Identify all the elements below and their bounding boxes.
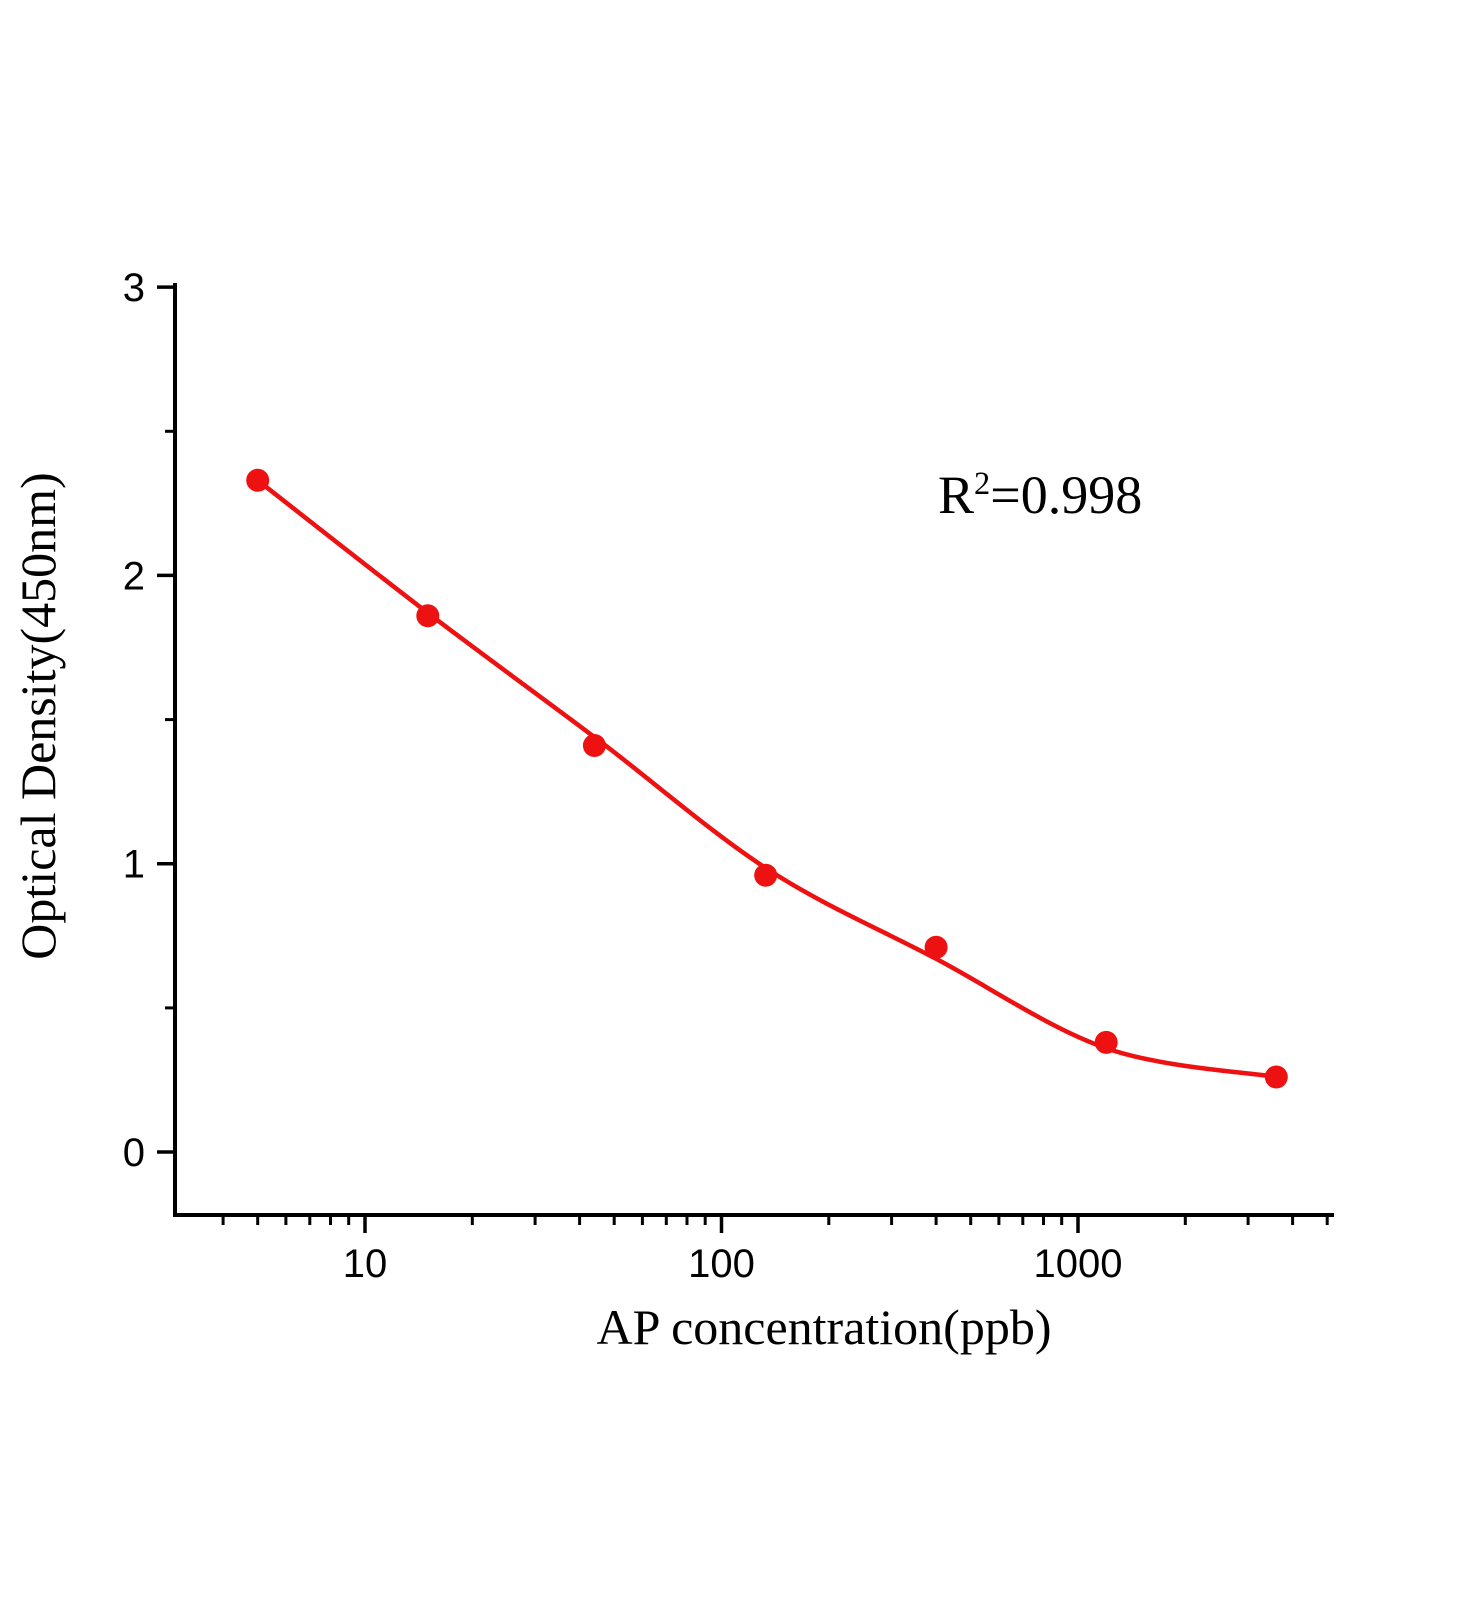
x-tick-label: 1000	[1034, 1242, 1123, 1286]
data-point	[924, 935, 948, 959]
y-tick-label: 0	[123, 1131, 145, 1175]
fit-curve	[255, 478, 1279, 1080]
data-point	[1264, 1065, 1288, 1089]
y-tick-label: 1	[123, 843, 145, 887]
x-tick-label: 100	[688, 1242, 755, 1286]
r-squared-rest: =0.998	[990, 465, 1143, 525]
data-point	[582, 734, 606, 757]
r-squared-annotation: R2=0.998	[938, 464, 1142, 526]
y-tick-label: 3	[123, 266, 145, 310]
axis-ticks: 0 1 2 3 10 100 1000	[123, 266, 1329, 1286]
y-tick-label: 2	[123, 554, 145, 598]
axes	[173, 283, 1334, 1217]
data-point	[754, 863, 778, 887]
x-axis-title: AP concentration(ppb)	[596, 1299, 1052, 1355]
data-point	[246, 468, 270, 492]
axis-frame	[173, 283, 1334, 1217]
x-tick-label: 10	[343, 1242, 388, 1286]
r-squared-base: R	[938, 465, 975, 525]
data-point	[416, 604, 440, 628]
fit-curve-path	[255, 478, 1279, 1080]
data-point	[1094, 1030, 1118, 1054]
y-axis-title: Optical Density(450nm)	[10, 472, 66, 960]
data-points	[246, 468, 1288, 1089]
r-squared-sup: 2	[974, 466, 991, 502]
